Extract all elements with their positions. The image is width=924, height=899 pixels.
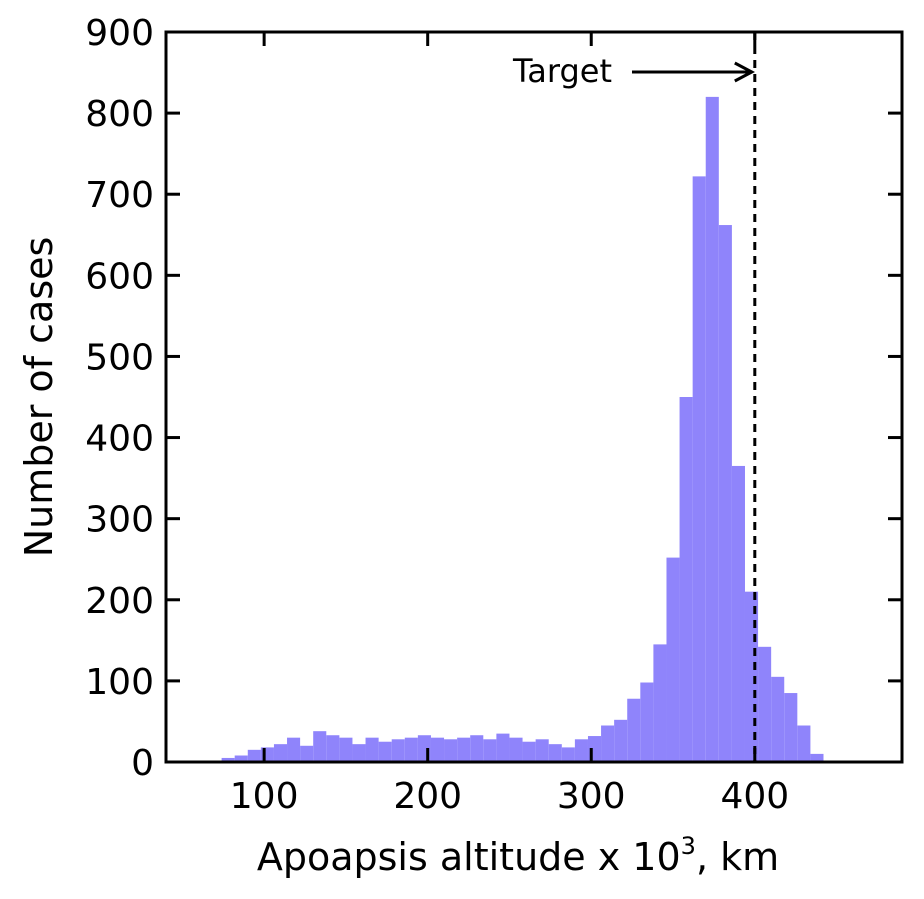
histogram-bar — [352, 744, 366, 762]
histogram-bar — [810, 753, 824, 762]
histogram-bar — [601, 725, 615, 762]
histogram-bar — [509, 737, 523, 762]
target-annotation: Target — [512, 32, 757, 762]
histogram-bar — [535, 739, 549, 762]
x-axis-label: Apoapsis altitude x 103, km — [257, 832, 779, 879]
histogram-bar — [313, 731, 327, 762]
histogram-bar — [378, 741, 392, 762]
x-tick-label: 300 — [557, 776, 626, 817]
histogram-bar — [339, 737, 353, 762]
histogram-bar — [784, 693, 798, 762]
histogram-bar — [457, 737, 471, 762]
histogram-bar — [561, 747, 575, 762]
x-axis-label-suffix: , km — [696, 835, 779, 879]
target-label: Target — [512, 52, 612, 90]
histogram-bar — [692, 176, 706, 762]
x-axis-ticks: 100 200 300 400 — [230, 32, 789, 817]
histogram-bar — [470, 735, 484, 762]
x-tick-label: 100 — [230, 776, 299, 817]
y-tick-label: 100 — [85, 662, 154, 703]
y-axis-ticks: 0 100 200 300 400 500 600 700 800 900 — [85, 13, 902, 784]
x-axis-label-superscript: 3 — [681, 832, 696, 860]
y-tick-label: 0 — [131, 743, 154, 784]
histogram-bar — [731, 465, 745, 762]
histogram-bar — [548, 744, 562, 762]
histogram-bar — [640, 682, 654, 762]
histogram-bar — [771, 676, 785, 762]
target-arrow-head — [734, 61, 756, 83]
histogram-bar — [221, 757, 235, 762]
x-axis-label-main: Apoapsis altitude x 10 — [257, 835, 681, 879]
x-tick-label: 200 — [393, 776, 462, 817]
histogram-bar — [718, 225, 732, 763]
y-tick-label: 400 — [85, 419, 154, 460]
histogram-bar — [234, 755, 248, 762]
histogram-bar — [666, 557, 680, 762]
histogram-bar — [653, 644, 667, 762]
histogram-bar — [273, 744, 288, 762]
y-tick-label: 500 — [85, 337, 154, 378]
histogram-bar — [522, 741, 536, 762]
histogram-bar — [574, 739, 588, 762]
y-tick-label: 300 — [85, 500, 154, 541]
histogram-bar — [483, 739, 497, 762]
x-tick-label: 400 — [720, 776, 789, 817]
histogram-bar — [326, 735, 340, 762]
histogram-bar — [797, 725, 811, 762]
y-tick-label: 900 — [85, 13, 154, 54]
y-tick-label: 700 — [85, 175, 154, 216]
histogram-bar — [614, 719, 628, 762]
histogram-bar — [758, 646, 772, 762]
y-tick-label: 600 — [85, 256, 154, 297]
histogram-bar — [627, 698, 641, 762]
histogram-bar — [496, 733, 510, 762]
histogram-bar — [404, 737, 418, 762]
histogram-bar — [287, 737, 301, 762]
plot-frame — [164, 30, 904, 764]
y-tick-label: 800 — [85, 94, 154, 135]
y-tick-label: 200 — [85, 581, 154, 622]
histogram-bar — [430, 737, 445, 762]
histogram-bar — [705, 96, 719, 762]
histogram-bar — [391, 739, 405, 762]
histogram-bar — [444, 739, 458, 762]
histogram-bar — [365, 737, 379, 762]
histogram-bar — [679, 397, 693, 762]
histogram-bar — [247, 749, 261, 762]
histogram-bar — [300, 745, 314, 762]
bars-layer — [221, 96, 824, 763]
y-axis-label: Number of cases — [17, 237, 61, 558]
